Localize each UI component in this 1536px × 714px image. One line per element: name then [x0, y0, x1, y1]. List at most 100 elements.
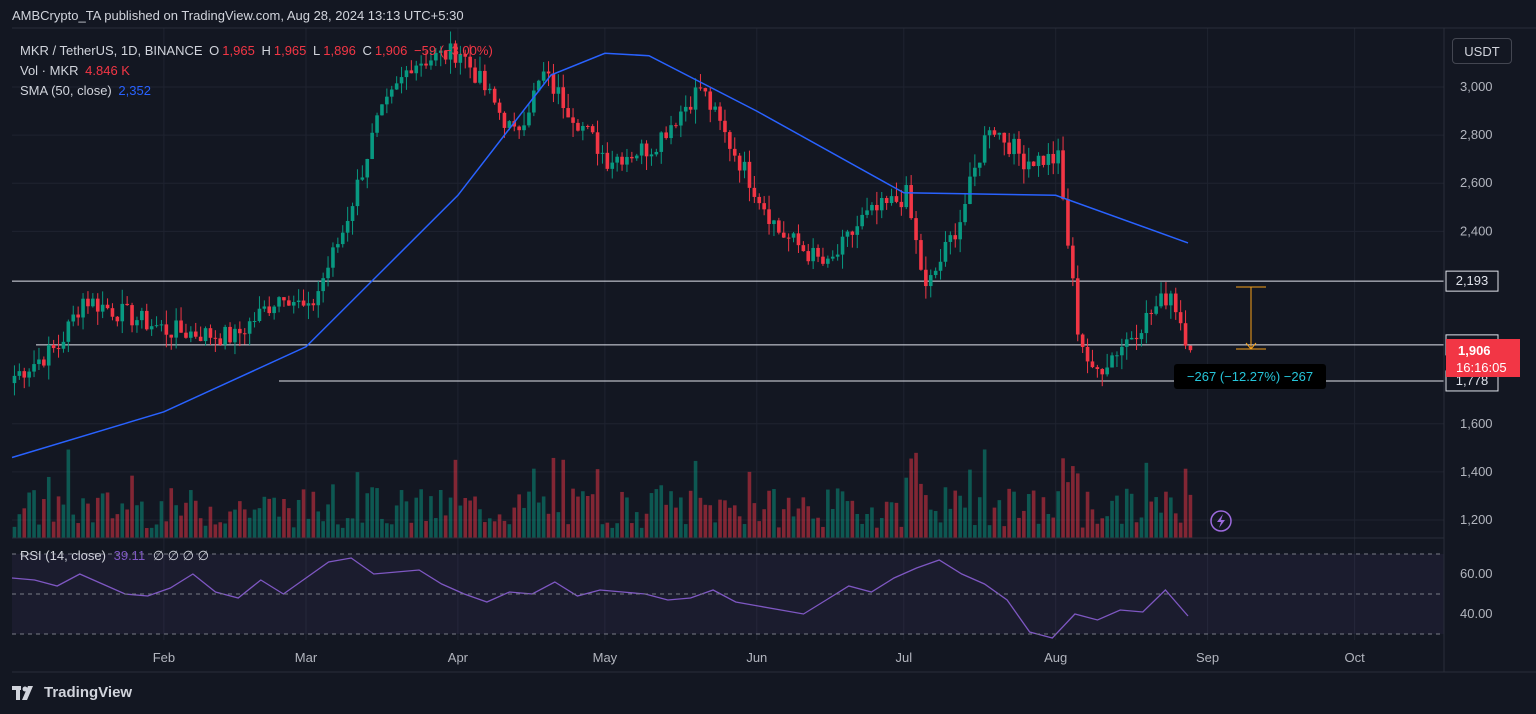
candle	[179, 307, 183, 333]
volume-bar	[91, 522, 95, 538]
candle	[1056, 138, 1060, 175]
open-label: O	[209, 43, 220, 58]
candle	[840, 229, 845, 269]
sma-label[interactable]: SMA (50, close)	[20, 83, 112, 98]
candle	[517, 125, 521, 139]
candle	[1188, 345, 1193, 353]
volume-bar	[674, 507, 678, 538]
volume-bar	[198, 518, 203, 538]
volume-bar	[507, 524, 512, 538]
volume-bar	[615, 523, 619, 538]
close-label: C	[362, 43, 372, 58]
candle	[532, 82, 536, 117]
level-label: 2,193	[1456, 273, 1489, 288]
sma-line	[11, 52, 1189, 459]
rsi-label[interactable]: RSI (14, close)	[20, 548, 106, 563]
candle	[835, 244, 840, 261]
volume-bar	[110, 518, 115, 538]
candle	[42, 356, 46, 368]
candle	[919, 233, 923, 271]
y-tick-label: 1,400	[1460, 464, 1493, 479]
volume-bar	[1007, 488, 1011, 538]
currency-button[interactable]: USDT	[1452, 38, 1512, 64]
candle	[375, 112, 379, 138]
candle	[492, 86, 497, 105]
volume-bar	[889, 502, 894, 538]
price-range-measure[interactable]: −267 (−12.27%) −267	[1174, 286, 1326, 389]
volume-bar	[22, 508, 27, 538]
candle	[120, 289, 125, 334]
volume-bar	[487, 518, 492, 538]
candle	[879, 191, 884, 219]
x-tick-label: Jun	[746, 650, 767, 665]
candle	[576, 119, 580, 132]
volume-bars	[12, 449, 1193, 538]
candle	[1173, 287, 1178, 320]
volume-bar	[1026, 494, 1031, 538]
candle	[590, 124, 595, 135]
volume-bar	[71, 514, 76, 538]
candle	[826, 255, 830, 268]
lightning-bolt-icon[interactable]	[1210, 510, 1232, 532]
rsi-tick-label: 60.00	[1460, 566, 1493, 581]
volume-bar	[585, 496, 590, 538]
candle	[625, 148, 629, 173]
volume-bar	[1129, 493, 1134, 538]
candle	[1139, 329, 1144, 347]
candle	[37, 347, 41, 371]
candle	[732, 137, 737, 162]
candle	[331, 242, 335, 277]
legend: MKR / TetherUS, 1D, BINANCE O 1,965 H 1,96…	[20, 41, 496, 101]
volume-bar	[458, 505, 463, 538]
candle	[203, 326, 208, 346]
candle	[723, 109, 727, 143]
measure-label: −267 (−12.27%) −267	[1187, 369, 1313, 384]
candle	[291, 295, 296, 314]
volume-bar	[973, 525, 977, 538]
candle	[566, 93, 570, 118]
candle	[654, 148, 659, 157]
volume-bar	[777, 527, 781, 538]
volume-bar	[120, 503, 125, 538]
volume-bar	[238, 501, 242, 538]
volume-bar	[772, 489, 776, 538]
volume-bar	[737, 516, 742, 538]
volume-label[interactable]: Vol · MKR	[20, 63, 79, 78]
candle	[821, 247, 825, 266]
volume-bar	[208, 506, 213, 538]
candle	[1007, 132, 1011, 158]
candle	[385, 88, 389, 114]
volume-bar	[296, 499, 301, 538]
volume-bar	[262, 496, 267, 538]
volume-bar	[546, 513, 551, 538]
volume-bar	[1080, 527, 1085, 538]
candle	[811, 238, 815, 270]
volume-bar	[360, 522, 365, 538]
candle	[742, 151, 747, 179]
candle	[228, 322, 232, 344]
candle	[159, 319, 164, 332]
candle	[728, 130, 732, 162]
candle	[806, 243, 811, 265]
volume-bar	[86, 503, 90, 538]
candle	[71, 305, 76, 327]
candle	[22, 367, 27, 389]
candle	[370, 123, 374, 160]
volume-bar	[1188, 494, 1193, 538]
x-tick-label: Oct	[1344, 650, 1365, 665]
volume-bar	[468, 500, 472, 538]
volume-bar	[399, 490, 404, 538]
candle	[1061, 136, 1065, 201]
tradingview-brand[interactable]: TradingView	[12, 684, 132, 701]
symbol-title[interactable]: MKR / TetherUS, 1D, BINANCE	[20, 43, 203, 58]
candle	[311, 298, 316, 311]
candle	[850, 230, 855, 248]
volume-bar	[203, 525, 208, 538]
volume-bar	[429, 496, 433, 538]
candle	[752, 175, 757, 204]
candle	[32, 350, 36, 378]
volume-bar	[1075, 473, 1080, 538]
candle	[958, 209, 962, 253]
volume-bar	[389, 524, 394, 538]
